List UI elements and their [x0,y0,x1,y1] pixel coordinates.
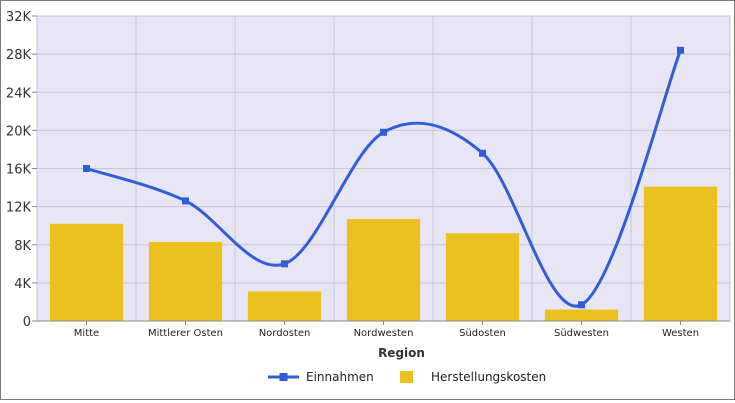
line-marker [83,165,90,172]
legend-line-marker [279,373,288,381]
x-category-label: Nordwesten [354,328,414,339]
y-tick-label: 16K [6,163,32,178]
bar [49,223,124,321]
legend-bar-swatch [400,371,413,383]
bar-series [49,186,718,321]
x-category-label: Westen [662,328,699,339]
bar [247,291,322,321]
legend: Einnahmen Herstellungskosten [268,370,546,384]
bar [643,186,718,321]
y-tick-label: 4K [14,277,31,292]
x-category-label: Nordosten [259,328,311,339]
x-axis-title: Region [378,346,425,360]
y-axis-ticks: 0 4K 8K 12K 16K 20K 24K 28K 32K [6,10,37,330]
y-tick-label: 24K [6,86,32,101]
line-series-einnahmen [85,48,682,308]
x-axis-categories: Mitte Mittlerer Osten Nordosten Nordwesten S… [74,321,699,339]
legend-label-herstellungskosten: Herstellungskosten [431,370,546,384]
y-tick-label: 32K [6,10,32,25]
line-marker [578,301,585,309]
line-marker [380,128,387,136]
y-tick-label: 0 [23,315,31,330]
y-tick-label: 12K [6,201,32,216]
y-tick-label: 28K [6,48,32,63]
x-category-label: Mittlerer Osten [148,328,223,339]
y-tick-label: 8K [14,239,31,254]
line-marker [677,46,684,54]
line-marker [182,197,189,205]
bar [445,233,520,321]
line-marker [479,149,486,157]
x-category-label: Südosten [459,328,506,339]
bar [544,309,619,321]
line-marker [281,260,288,268]
legend-label-einnahmen: Einnahmen [306,370,374,384]
bar [148,241,223,321]
x-category-label: Mitte [74,328,99,339]
line-markers [83,46,684,309]
y-tick-label: 20K [6,124,32,139]
bar [346,219,421,321]
x-category-label: Südwesten [554,328,609,339]
